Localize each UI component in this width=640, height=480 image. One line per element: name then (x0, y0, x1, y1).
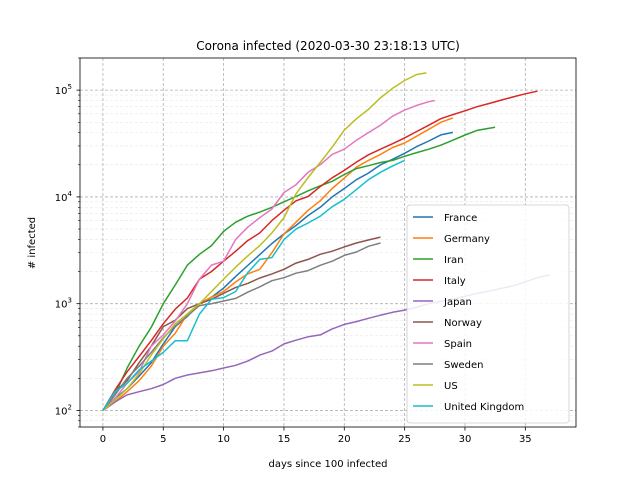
series-line-spain (102, 99, 435, 412)
series-line-germany (102, 117, 454, 412)
series-line-united-kingdom (102, 159, 405, 411)
legend-label-united-kingdom: United Kingdom (444, 402, 524, 413)
legend-label-italy: Italy (444, 276, 466, 287)
legend-label-norway: Norway (444, 318, 482, 329)
x-tick-label: 35 (519, 434, 532, 445)
y-tick-label: 102 (55, 403, 72, 417)
y-axis-label: # infected (27, 217, 38, 269)
axis-ticks: 0 5 10 15 20 25 30 35 102 103 104 105 (55, 57, 532, 445)
series-line-france (102, 131, 454, 412)
legend-label-us: US (444, 381, 458, 392)
x-tick-label: 15 (278, 434, 291, 445)
legend-label-spain: Spain (444, 339, 472, 350)
series-line-sweden (102, 242, 381, 411)
y-tick-label: 104 (55, 190, 73, 204)
legend: France Germany Iran Italy Japan Norway Spain Sw… (406, 204, 570, 424)
y-tick-label: 105 (55, 83, 72, 97)
series-line-italy (102, 90, 538, 411)
x-tick-label: 5 (160, 434, 166, 445)
chart-title: Corona infected (2020-03-30 23:18:13 UTC… (196, 39, 460, 53)
x-tick-label: 0 (100, 434, 106, 445)
x-tick-label: 30 (459, 434, 472, 445)
legend-label-iran: Iran (444, 255, 464, 266)
x-tick-label: 25 (398, 434, 411, 445)
series-line-iran (102, 126, 496, 411)
x-tick-label: 10 (217, 434, 230, 445)
series-line-us (102, 72, 427, 412)
legend-label-germany: Germany (444, 234, 490, 245)
grid (80, 57, 576, 428)
x-axis-label: days since 100 infected (269, 459, 388, 470)
legend-label-france: France (444, 213, 477, 224)
series-lines (102, 72, 550, 412)
legend-box (406, 204, 570, 424)
y-tick-label: 103 (55, 297, 72, 311)
plot-frame (79, 57, 577, 428)
x-tick-label: 20 (338, 434, 351, 445)
legend-label-sweden: Sweden (444, 360, 484, 371)
legend-label-japan: Japan (443, 297, 472, 308)
